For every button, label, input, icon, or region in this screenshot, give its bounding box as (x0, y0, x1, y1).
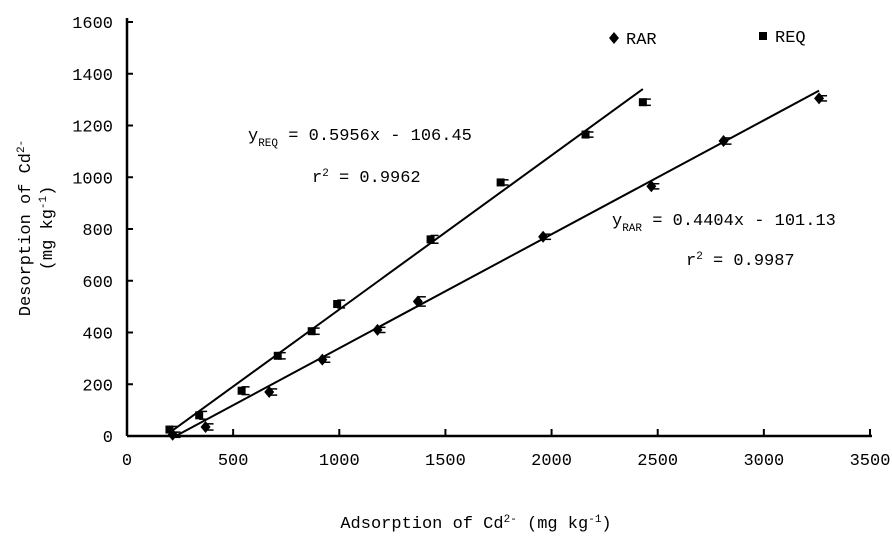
annotation-part: y (612, 212, 622, 231)
legend-marker (759, 32, 767, 40)
data-point (195, 411, 204, 420)
x-tick-label: 2500 (637, 452, 678, 471)
y-tick-label: 800 (82, 222, 113, 241)
annotation-part: r (686, 252, 696, 271)
y-tick-label: 1200 (72, 119, 113, 138)
annotation-part: REQ (258, 138, 278, 150)
x-axis-label-part: -1 (588, 514, 602, 526)
data-point (646, 180, 657, 193)
data-point (581, 130, 590, 139)
annotation: yRAR = 0.4404x - 101.13 (612, 212, 836, 235)
data-point (200, 420, 211, 433)
data-point (372, 323, 383, 336)
annotation-part: r (312, 169, 322, 188)
data-point (237, 386, 246, 395)
y-axis-label-part: -1 (38, 195, 50, 209)
data-point (264, 386, 275, 399)
data-point (426, 235, 435, 244)
data-point (412, 295, 423, 308)
x-tick-label: 1000 (319, 452, 360, 471)
x-tick-label: 3000 (743, 452, 784, 471)
data-point (496, 178, 505, 187)
plot-area (168, 88, 820, 436)
data-point (333, 300, 342, 309)
data-point (317, 353, 328, 366)
y-tick-label: 0 (103, 429, 113, 448)
y-axis-label-part: ) (39, 186, 58, 196)
y-tick-label: 200 (82, 377, 113, 396)
annotation-part: = 0.5956x - 106.45 (278, 127, 472, 146)
x-axis-label-part: Adsorption of Cd (340, 515, 503, 534)
trend-line (168, 88, 644, 434)
x-axis-label-part: ) (601, 515, 611, 534)
y-axis-label-part: (mg kg (39, 209, 58, 270)
annotation-part: = 0.4404x - 101.13 (642, 212, 836, 231)
legend-marker (609, 32, 619, 44)
legend-label: REQ (775, 29, 806, 48)
y-tick-label: 600 (82, 274, 113, 293)
data-point (638, 98, 647, 107)
x-axis-label-part: (mg kg (517, 515, 588, 534)
x-axis-label: Adsorption of Cd2- (mg kg-1) (340, 514, 611, 534)
y-tick-label: 400 (82, 326, 113, 345)
data-point (273, 351, 282, 360)
trend-line (173, 89, 820, 436)
annotation: yREQ = 0.5956x - 106.45 (248, 127, 472, 150)
annotation-part: 2 (696, 251, 703, 263)
annotation: r2 = 0.9962 (312, 168, 421, 188)
x-tick-label: 1500 (425, 452, 466, 471)
annotation: r2 = 0.9987 (686, 251, 795, 271)
x-tick-label: 2000 (531, 452, 572, 471)
y-axis-label: Desorption of Cd2- (16, 140, 36, 316)
x-axis-label-part: 2- (504, 514, 517, 526)
data-point (814, 92, 825, 105)
annotation-part: y (248, 127, 258, 146)
data-point (307, 327, 316, 336)
y-tick-label: 1400 (72, 67, 113, 86)
y-axis-label: (mg kg-1) (38, 186, 58, 271)
y-axis-label-part: 2- (16, 140, 28, 153)
annotation-part: = 0.9987 (703, 252, 795, 271)
legend-label: RAR (626, 31, 657, 50)
annotation-part: RAR (622, 223, 642, 235)
annotation-part: 2 (322, 168, 329, 180)
y-axis-label-part: Desorption of Cd (17, 153, 36, 316)
data-point (718, 135, 729, 148)
y-tick-label: 1600 (72, 15, 113, 34)
x-tick-label: 500 (218, 452, 249, 471)
x-tick-label: 0 (122, 452, 132, 471)
data-point (538, 230, 549, 243)
data-point (165, 425, 174, 434)
y-tick-label: 1000 (72, 170, 113, 189)
x-tick-label: 3500 (850, 452, 891, 471)
annotation-part: = 0.9962 (329, 169, 421, 188)
